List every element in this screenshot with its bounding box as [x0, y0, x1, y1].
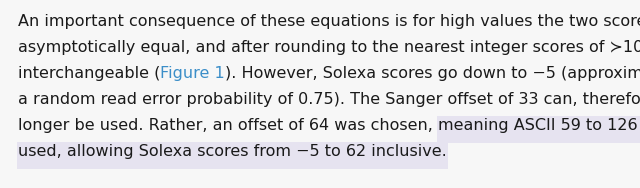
Text: asymptotically equal, and after rounding to the nearest integer scores of ≻10 ar: asymptotically equal, and after rounding…: [18, 40, 640, 55]
Bar: [437, 116, 640, 143]
Text: ). However, Solexa scores go down to −5 (approximating: ). However, Solexa scores go down to −5 …: [225, 66, 640, 81]
Text: a random read error probability of 0.75). The Sanger offset of 33 can, therefore: a random read error probability of 0.75)…: [18, 92, 640, 107]
Text: used, allowing Solexa scores from −5 to 62 inclusive.: used, allowing Solexa scores from −5 to …: [18, 144, 447, 159]
Text: An important consequence of these equations is for high values the two scores ar: An important consequence of these equati…: [18, 14, 640, 29]
Bar: [17, 142, 448, 169]
Text: Figure 1: Figure 1: [161, 66, 225, 81]
Text: longer be used. Rather, an offset of 64 was chosen,: longer be used. Rather, an offset of 64 …: [18, 118, 438, 133]
Text: interchangeable (: interchangeable (: [18, 66, 161, 81]
Text: meaning ASCII 59 to 126 can be: meaning ASCII 59 to 126 can be: [438, 118, 640, 133]
